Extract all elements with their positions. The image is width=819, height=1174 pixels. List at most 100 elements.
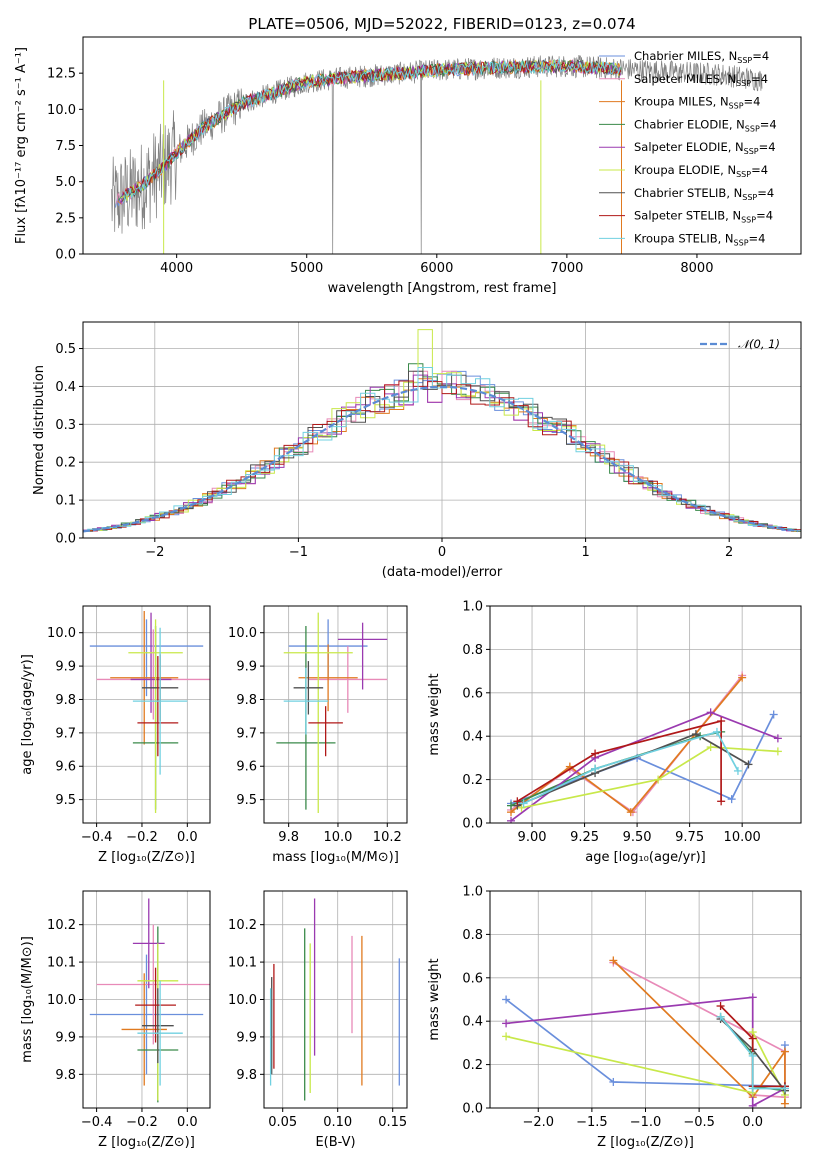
error-bar-point (89, 954, 204, 1075)
plot-area (111, 55, 763, 254)
x-tick-label: −1.0 (630, 1115, 662, 1130)
y-tick-label: 10.2 (47, 918, 76, 933)
legend-entry-name: Chabrier STELIB, N (634, 186, 742, 200)
y-tick-label: 9.9 (55, 1030, 76, 1045)
mass-weight-marker (507, 816, 516, 823)
x-axis-label: age [log₁₀(age/yr)] (585, 850, 706, 865)
legend-entry-suffix: =4 (744, 95, 761, 109)
error-bar-point (137, 656, 179, 757)
mass-weight-marker (706, 708, 715, 717)
mass-weight-marker (744, 760, 753, 769)
figure-title: PLATE=0506, MJD=52022, FIBERID=0123, z=0… (248, 15, 635, 33)
x-tick-label: 8000 (680, 261, 713, 276)
mass-weight-series-line (510, 677, 743, 814)
y-axis-label: Flux [fλ10⁻¹⁷ erg cm⁻² s⁻¹ A⁻¹] (14, 47, 29, 244)
x-tick-label: 10.2 (373, 830, 402, 845)
plot-area (507, 671, 782, 823)
axes-frame (82, 890, 211, 1109)
x-tick-label: 4000 (160, 261, 193, 276)
residual-histogram-steps (83, 370, 801, 532)
legend-entry-suffix: =4 (759, 140, 776, 154)
error-bar-point (132, 898, 165, 989)
y-tick-label: 0.2 (55, 456, 76, 471)
legend-entry-subscript: SSP (745, 124, 760, 133)
legend-entry-suffix: =4 (760, 117, 777, 131)
legend-entry-subscript: SSP (734, 238, 749, 247)
y-axis-label: age [log₁₀(age/yr)] (20, 654, 35, 775)
legend-entry: Chabrier MILES, NSSP=4 (634, 49, 769, 65)
x-axis-label: Z [log₁₀(Z/Z⊙)] (98, 1135, 195, 1150)
legend-entry: Kroupa MILES, NSSP=4 (634, 95, 760, 111)
y-axis-label: mass [log₁₀(M/M⊙)] (20, 936, 35, 1063)
y-tick-label: 0.6 (462, 971, 483, 986)
y-tick-label: 9.6 (236, 760, 257, 775)
axes-frame (82, 36, 802, 255)
y-tick-label: 0.1 (55, 494, 76, 509)
x-axis-label: mass [log₁₀(M/M⊙)] (272, 850, 399, 865)
y-tick-label: 0.8 (462, 643, 483, 658)
y-tick-label: 0.4 (462, 1015, 483, 1030)
x-tick-label: 0.0 (177, 830, 198, 845)
error-bar-point (128, 619, 183, 813)
error-bar-point (308, 646, 388, 713)
y-tick-label: 10.2 (228, 918, 257, 933)
mass-weight-marker (691, 730, 700, 739)
legend-entry: Chabrier ELODIE, NSSP=4 (634, 117, 777, 133)
y-tick-label: 7.5 (55, 139, 76, 154)
y-axis-label: mass weight (427, 673, 442, 755)
mass-weight-marker (733, 766, 742, 775)
mass-weight-marker (502, 1032, 511, 1041)
axes-frame (82, 605, 211, 824)
x-tick-label: −1.5 (576, 1115, 608, 1130)
y-tick-label: 10.0 (228, 626, 257, 641)
y-tick-label: 9.7 (236, 726, 257, 741)
mass-weight-marker (780, 1084, 789, 1093)
x-tick-label: −2.0 (522, 1115, 554, 1130)
x-tick-label: −0.4 (81, 830, 113, 845)
x-axis-label: Z [log₁₀(Z/Z⊙)] (98, 850, 195, 865)
x-tick-label: 9.75 (675, 830, 704, 845)
mass-weight-marker (706, 743, 715, 752)
legend-entry-subscript: SSP (736, 170, 751, 179)
mass-weight-series-line (521, 746, 778, 809)
x-tick-label: −0.4 (81, 1115, 113, 1130)
x-tick-label: −0.2 (126, 830, 158, 845)
mass-weight-marker (717, 797, 726, 806)
x-tick-label: −0.5 (683, 1115, 715, 1130)
mass-weight-marker (502, 1019, 511, 1028)
x-tick-label: 7000 (550, 261, 583, 276)
plot-area (269, 898, 400, 1101)
x-axis-label: Z [log₁₀(Z/Z⊙)] (597, 1135, 694, 1150)
error-bar-point (96, 924, 210, 1045)
y-tick-label: 12.5 (47, 67, 76, 82)
x-axis-label: E(B-V) (315, 1135, 355, 1150)
legend-entry-suffix: =4 (751, 72, 768, 86)
legend-entry-subscript: SSP (737, 56, 752, 65)
model-spectrum-line (123, 57, 621, 203)
y-tick-label: 9.8 (236, 693, 257, 708)
x-tick-label: 0.05 (268, 1115, 297, 1130)
mass-weight-marker (609, 956, 618, 965)
mass-weight-marker (513, 797, 522, 806)
legend-entry-subscript: SSP (736, 79, 751, 88)
x-tick-label: 1 (581, 545, 589, 560)
error-bar-point (293, 661, 324, 715)
error-bar-point (283, 612, 353, 813)
mass-weight-series-line (719, 1016, 785, 1090)
y-tick-label: 0.2 (462, 773, 483, 788)
mass-weight-marker (654, 775, 663, 784)
legend-entry-suffix: =4 (756, 209, 773, 223)
legend-entry: Salpeter MILES, NSSP=4 (634, 72, 768, 88)
mass-weight-marker (717, 717, 726, 726)
residual-histogram-panel: −2 −1 0 1 2 0.0 0.1 0.2 0.3 0.4 0.5 (data-model)/er… (32, 321, 802, 580)
y-tick-label: 9.6 (55, 760, 76, 775)
mass-weight-marker (748, 1051, 757, 1060)
x-tick-label: 9.8 (278, 830, 299, 845)
y-tick-label: 0.0 (55, 532, 76, 547)
y-tick-label: 2.5 (55, 211, 76, 226)
error-bar-point (130, 612, 172, 713)
legend-entry: Salpeter STELIB, NSSP=4 (634, 209, 773, 225)
y-tick-label: 10.0 (47, 103, 76, 118)
mass-vs-metallicity-panel: −0.4 −0.2 0.0 9.8 9.9 10.0 10.1 10.2 Z [log₁₀(Z/… (20, 890, 211, 1150)
y-tick-label: 9.8 (236, 1068, 257, 1083)
